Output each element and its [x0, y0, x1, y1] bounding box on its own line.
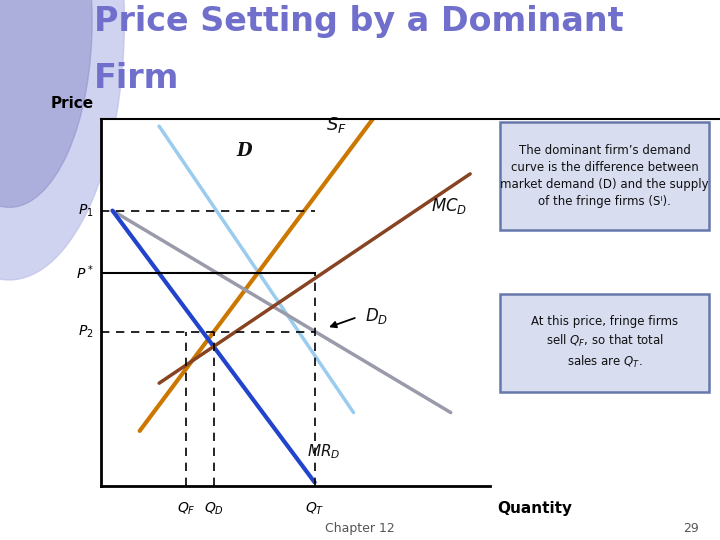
Text: D: D [237, 141, 253, 159]
Circle shape [0, 0, 92, 207]
Text: $Q_D$: $Q_D$ [204, 501, 223, 517]
Text: Price Setting by a Dominant: Price Setting by a Dominant [94, 5, 624, 38]
Text: $Q_T$: $Q_T$ [305, 501, 325, 517]
Text: $MR_D$: $MR_D$ [307, 443, 341, 461]
Text: $P_1$: $P_1$ [78, 202, 94, 219]
Text: $Q_F$: $Q_F$ [177, 501, 196, 517]
Text: $P^*$: $P^*$ [76, 264, 94, 282]
Text: $D_D$: $D_D$ [365, 306, 388, 326]
Text: $S_F$: $S_F$ [326, 115, 347, 135]
Text: Firm: Firm [94, 62, 179, 95]
Circle shape [0, 0, 125, 280]
Text: Quantity: Quantity [498, 501, 572, 516]
Text: At this price, fringe firms
sell $Q_F$, so that total
sales are $Q_T$.: At this price, fringe firms sell $Q_F$, … [531, 315, 678, 370]
Text: The dominant firm’s demand
curve is the difference between
market demand (D) and: The dominant firm’s demand curve is the … [500, 144, 709, 207]
Text: 29: 29 [683, 522, 698, 535]
Text: $P_2$: $P_2$ [78, 323, 94, 340]
Text: Chapter 12: Chapter 12 [325, 522, 395, 535]
Text: Price: Price [50, 97, 94, 111]
Text: $MC_D$: $MC_D$ [431, 195, 467, 215]
